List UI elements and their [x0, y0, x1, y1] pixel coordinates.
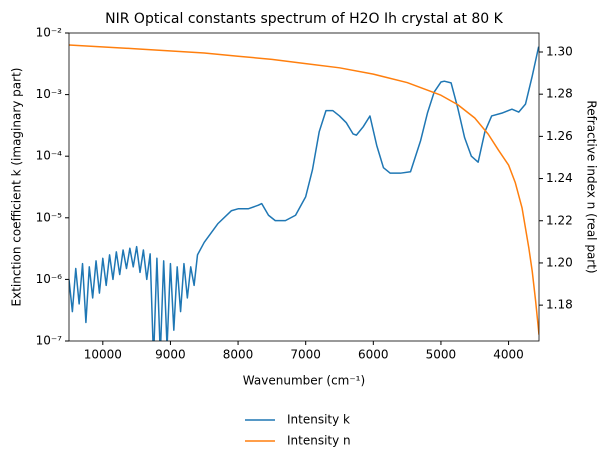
- legend-label: Intensity n: [287, 434, 351, 448]
- x-tick-label: 10000: [84, 348, 122, 362]
- y-tick-label: 10⁻⁷: [36, 334, 63, 348]
- y-tick-label: 10⁻⁴: [36, 149, 63, 163]
- y-axis-label: Extinction coefficient k (imaginary part…: [10, 68, 24, 307]
- legend-label: Intensity k: [287, 413, 350, 427]
- y-tick-label: 10⁻⁵: [36, 210, 63, 224]
- data-line: [69, 44, 539, 335]
- y2-tick-label: 1.22: [546, 213, 573, 227]
- x-tick-label: 7000: [290, 348, 321, 362]
- chart-title: NIR Optical constants spectrum of H2O Ih…: [105, 11, 504, 27]
- y-tick-label: 10⁻⁶: [36, 272, 63, 286]
- x-tick-label: 4000: [493, 348, 524, 362]
- y2-tick-label: 1.30: [546, 44, 573, 58]
- plot-frame: [68, 32, 540, 342]
- y2-tick-label: 1.20: [546, 255, 573, 269]
- x-tick-label: 9000: [155, 348, 186, 362]
- data-line: [69, 46, 539, 341]
- x-axis-label: Wavenumber (cm⁻¹): [243, 374, 365, 388]
- y2-tick-label: 1.28: [546, 87, 573, 101]
- y2-tick-label: 1.18: [546, 298, 573, 312]
- plot-area: [69, 44, 539, 341]
- x-tick-label: 6000: [358, 348, 389, 362]
- y-tick-label: 10⁻³: [36, 87, 63, 101]
- y2-tick-label: 1.26: [546, 129, 573, 143]
- y2-axis-label: Refractive index n (real part): [585, 100, 599, 273]
- x-tick-label: 5000: [426, 348, 457, 362]
- y2-tick-label: 1.24: [546, 171, 573, 185]
- x-tick-label: 8000: [223, 348, 254, 362]
- y-tick-label: 10⁻²: [36, 26, 63, 40]
